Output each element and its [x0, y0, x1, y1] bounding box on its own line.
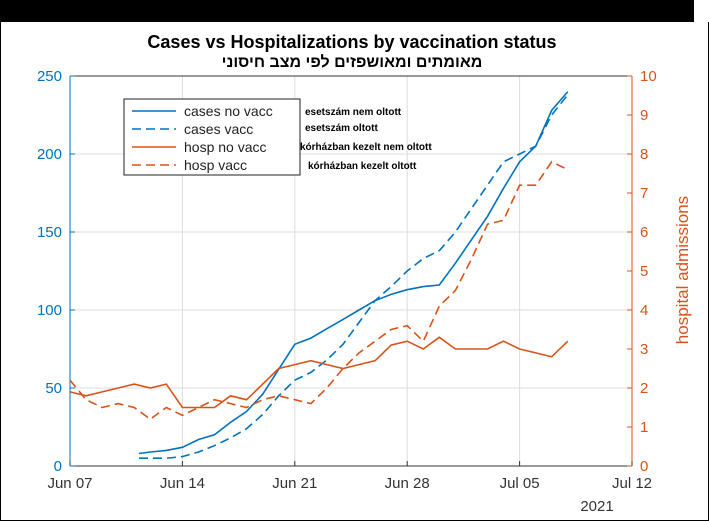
- legend-label: cases vacc: [184, 121, 253, 137]
- x-tick-label: Jul 12: [612, 475, 652, 492]
- top-bar-gap: [694, 0, 709, 22]
- legend-label: hosp no vacc: [184, 139, 267, 155]
- chart-subtitle: מאומתים ומאושפזים לפי מצב חיסוני: [222, 53, 483, 71]
- y-tick-label-right: 9: [640, 107, 648, 124]
- y-tick-label-right: 0: [640, 458, 648, 475]
- legend-label: hosp vacc: [184, 157, 247, 173]
- y-tick-label-left: 0: [54, 458, 62, 475]
- annotation-label: esetszám oltott: [305, 123, 378, 134]
- y-tick-label-right: 4: [640, 302, 648, 319]
- year-label: 2021: [580, 498, 613, 515]
- y-tick-label-left: 150: [37, 224, 62, 241]
- x-tick-label: Jul 05: [500, 475, 540, 492]
- series-line-hosp-no-vacc: [69, 336, 569, 409]
- x-tick-label: Jun 28: [385, 475, 430, 492]
- window-top-bar: [0, 0, 709, 22]
- y-tick-label-right: 7: [640, 185, 648, 202]
- y-tick-label-right: 3: [640, 341, 648, 358]
- y-tick-label-right: 10: [640, 68, 657, 85]
- y-tick-label-right: 6: [640, 224, 648, 241]
- annotation-label: esetszám nem oltott: [305, 107, 402, 118]
- legend-label: cases no vacc: [184, 103, 273, 119]
- y-tick-label-left: 200: [37, 146, 62, 163]
- annotation-label: kórházban kezelt oltott: [308, 161, 417, 172]
- y-tick-label-left: 250: [37, 68, 62, 85]
- x-tick-label: Jun 14: [160, 475, 205, 492]
- annotation-label: kórházban kezelt nem oltott: [300, 142, 432, 153]
- y-tick-label-left: 100: [37, 302, 62, 319]
- plot-area: Jun 07 Jun 14 Jun 21 Jun 28 Jul 05 Jul 120501…: [37, 68, 657, 492]
- series-line-cases-vacc: [139, 94, 569, 460]
- y-tick-label-right: 5: [640, 263, 648, 280]
- chart-title: Cases vs Hospitalizations by vaccination…: [147, 32, 556, 52]
- series-line-cases-no-vacc: [138, 91, 569, 455]
- x-tick-label: Jun 21: [272, 475, 317, 492]
- x-tick-label: Jun 07: [47, 475, 92, 492]
- y-tick-label-right: 1: [640, 419, 648, 436]
- series-line-hosp-vacc: [69, 160, 569, 421]
- y-tick-label-right: 8: [640, 146, 648, 163]
- y-axis-label-right: hospital admissions: [673, 196, 692, 344]
- y-tick-label-left: 50: [45, 380, 62, 397]
- y-tick-label-right: 2: [640, 380, 648, 397]
